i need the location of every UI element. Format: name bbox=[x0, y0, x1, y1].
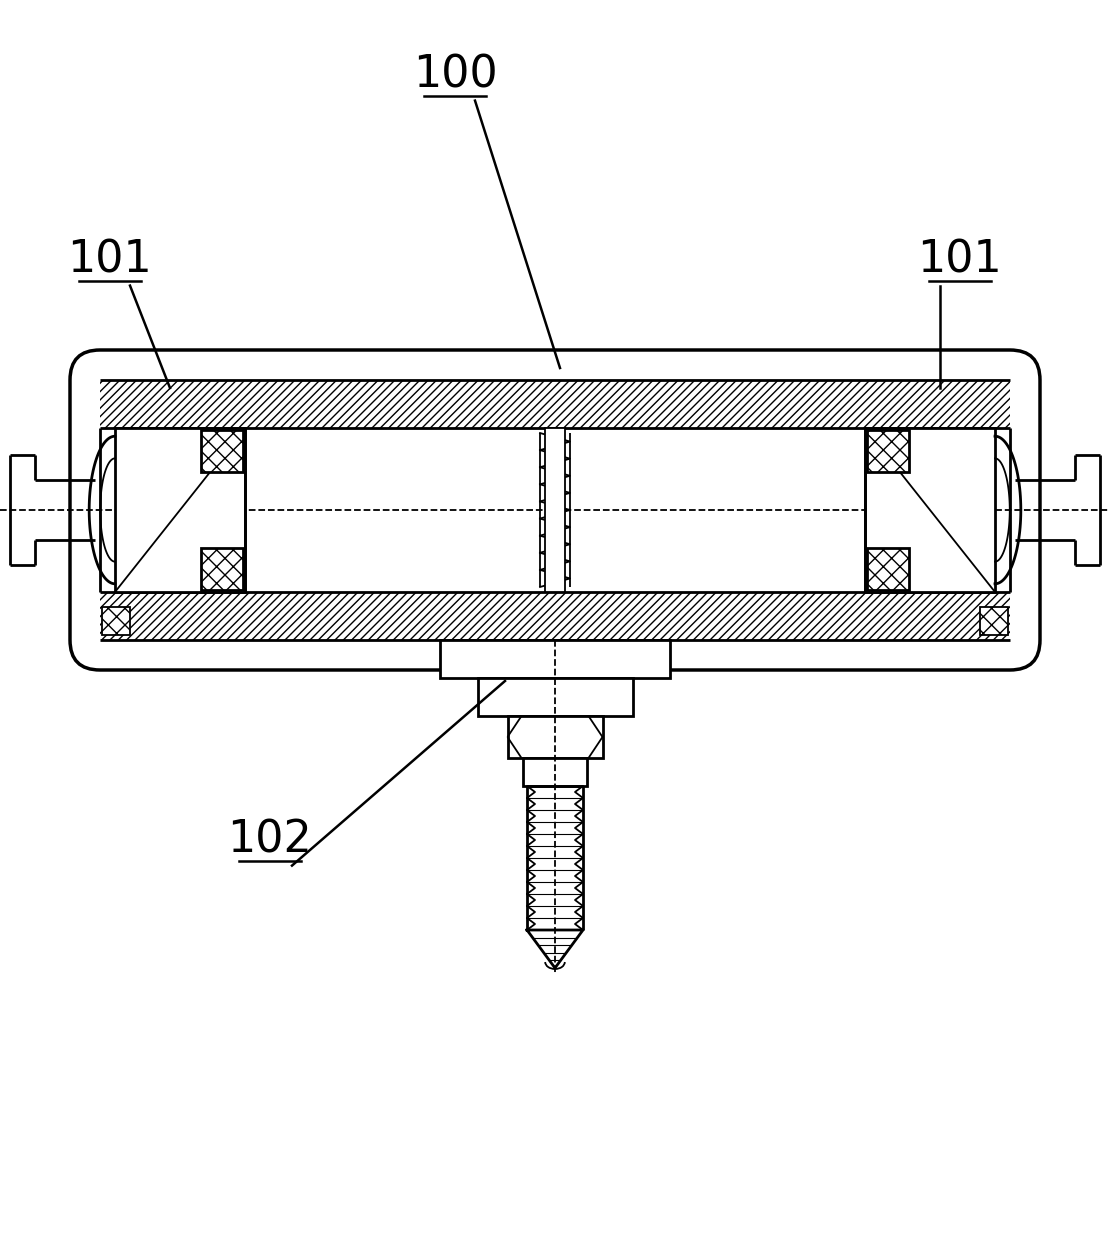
Bar bbox=[100, 380, 1010, 428]
Bar bbox=[201, 430, 243, 472]
Text: 102: 102 bbox=[228, 819, 312, 862]
Bar bbox=[867, 430, 909, 472]
Bar bbox=[440, 640, 670, 678]
FancyBboxPatch shape bbox=[70, 350, 1040, 670]
Bar bbox=[545, 428, 565, 592]
Bar bbox=[507, 716, 603, 758]
Bar bbox=[477, 678, 633, 716]
Bar bbox=[980, 607, 1008, 635]
Bar bbox=[201, 547, 243, 591]
Bar bbox=[523, 758, 587, 785]
Text: 101: 101 bbox=[918, 238, 1002, 281]
Text: 100: 100 bbox=[413, 53, 497, 96]
Bar bbox=[102, 607, 130, 635]
Bar bbox=[100, 592, 1010, 640]
Bar bbox=[865, 428, 995, 592]
Polygon shape bbox=[527, 930, 583, 968]
Text: 101: 101 bbox=[68, 238, 152, 281]
Bar bbox=[867, 547, 909, 591]
Bar bbox=[115, 428, 245, 592]
